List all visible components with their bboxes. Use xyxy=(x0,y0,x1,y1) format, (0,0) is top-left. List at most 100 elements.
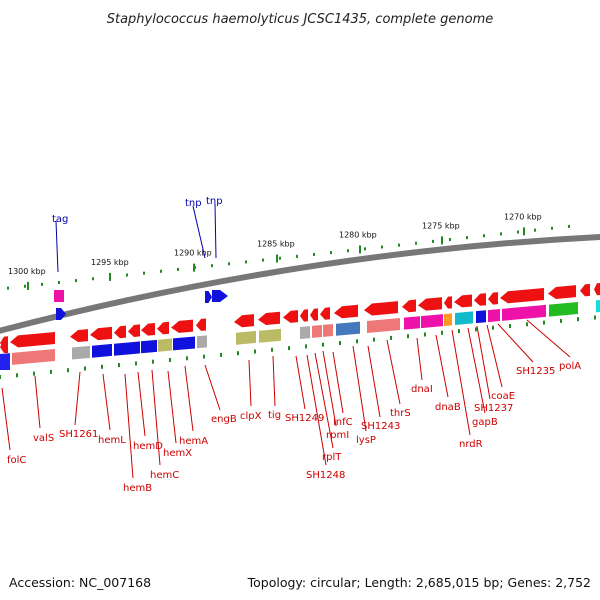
leader-line xyxy=(352,345,367,432)
gene-feature xyxy=(0,358,10,370)
gene-label: hemD xyxy=(133,441,163,452)
gene-label: valS xyxy=(33,433,54,444)
leader-line xyxy=(322,350,337,427)
leader-line xyxy=(272,355,276,407)
gene-label: thrS xyxy=(390,408,411,419)
label-leader-lines xyxy=(1,203,571,479)
gene-feature xyxy=(0,341,8,353)
gene-feature xyxy=(196,318,206,331)
gene-feature xyxy=(300,309,308,322)
gene-label: coaE xyxy=(491,391,515,402)
leader-line xyxy=(367,345,381,418)
gene-label: SH1261 xyxy=(59,429,98,440)
gene-feature xyxy=(56,308,66,320)
gene-label: folC xyxy=(7,455,26,466)
gene-label: hemB xyxy=(123,483,152,494)
gene-label: SH1243 xyxy=(361,421,400,432)
leader-line xyxy=(416,337,423,381)
gene-feature xyxy=(320,307,330,320)
leader-line xyxy=(467,327,486,414)
gene-feature xyxy=(157,321,169,335)
gene-feature xyxy=(54,290,64,302)
gene-feature xyxy=(310,308,318,321)
kbp-label: 1290 kbp xyxy=(174,249,212,258)
gene-feature xyxy=(488,292,498,305)
kbp-label: 1275 kbp xyxy=(422,221,460,230)
gene-feature xyxy=(548,285,576,299)
gene-feature xyxy=(474,293,486,306)
gene-feature xyxy=(141,323,155,336)
leader-line xyxy=(192,205,206,259)
kbp-label: 1285 kbp xyxy=(257,240,295,249)
gene-feature xyxy=(72,345,90,360)
gene-label: SH1249 xyxy=(285,413,324,424)
inner-ruler-ticks xyxy=(0,315,596,379)
gene-label: polA xyxy=(559,361,581,372)
gene-label: lysP xyxy=(356,435,376,446)
gene-feature xyxy=(114,341,140,356)
gene-feature xyxy=(444,296,452,309)
gene-feature xyxy=(455,311,473,326)
gene-feature xyxy=(364,301,398,316)
gene-feature xyxy=(234,314,254,328)
gene-feature xyxy=(173,336,195,351)
gene-feature xyxy=(312,325,322,338)
gene-label: tnp xyxy=(206,196,223,207)
gene-label: hemX xyxy=(163,448,192,459)
kbp-ruler-labels: 1300 kbp 1295 kbp 1290 kbp 1285 kbp 1280 kbp… xyxy=(8,212,542,276)
gene-feature xyxy=(336,321,360,336)
gene-label: hemL xyxy=(98,435,126,446)
gene-feature xyxy=(258,311,280,326)
kbp-ruler-ticks xyxy=(7,224,570,290)
genome-backbone xyxy=(0,233,600,334)
gene-label: infC xyxy=(333,417,353,428)
gene-feature xyxy=(10,332,55,348)
gene-label: hemA xyxy=(179,436,208,447)
gene-track xyxy=(0,283,600,370)
leader-line xyxy=(55,220,59,273)
gene-feature xyxy=(114,325,126,339)
gene-label: dnaI xyxy=(411,384,433,395)
leader-line xyxy=(34,375,41,429)
gene-label: tnp xyxy=(185,198,202,209)
gene-feature xyxy=(596,300,600,313)
gene-label: gapB xyxy=(472,417,498,428)
leader-line xyxy=(102,373,111,431)
leader-line xyxy=(332,351,344,414)
gene-label: SH1235 xyxy=(516,366,555,377)
gene-feature xyxy=(502,304,546,321)
gene-feature xyxy=(476,310,486,324)
leader-line xyxy=(451,329,471,436)
gene-label: SH1248 xyxy=(306,470,345,481)
gene-feature xyxy=(197,335,207,349)
leader-line xyxy=(295,355,306,410)
leader-line xyxy=(497,323,534,363)
gene-label: engB xyxy=(211,414,237,425)
gene-feature xyxy=(70,329,88,342)
leader-line xyxy=(248,359,252,407)
gene-feature xyxy=(90,326,112,341)
leader-line xyxy=(124,373,134,479)
gene-feature xyxy=(92,343,112,358)
gene-feature xyxy=(300,326,310,339)
gene-label: nrdR xyxy=(459,439,483,450)
gene-label: tig xyxy=(268,410,281,421)
leader-line xyxy=(1,387,11,451)
gene-label: hemC xyxy=(150,470,179,481)
leader-line xyxy=(486,324,503,388)
leader-line xyxy=(386,339,401,405)
kbp-label: 1270 kbp xyxy=(504,212,542,221)
gene-feature xyxy=(444,313,452,327)
leader-line xyxy=(314,352,334,449)
gene-feature xyxy=(323,324,333,337)
gene-label: SH1237 xyxy=(474,403,513,414)
gene-feature xyxy=(367,318,400,333)
gene-label: rplT xyxy=(322,452,342,463)
leader-line xyxy=(137,371,146,437)
leader-line xyxy=(435,334,449,398)
gene-feature xyxy=(283,310,298,323)
accession-text: Accession: NC_007168 xyxy=(9,575,151,590)
gene-feature xyxy=(402,299,416,313)
gene-feature xyxy=(236,330,256,345)
